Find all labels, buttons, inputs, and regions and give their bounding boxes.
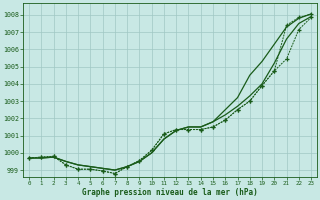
X-axis label: Graphe pression niveau de la mer (hPa): Graphe pression niveau de la mer (hPa)	[82, 188, 258, 197]
